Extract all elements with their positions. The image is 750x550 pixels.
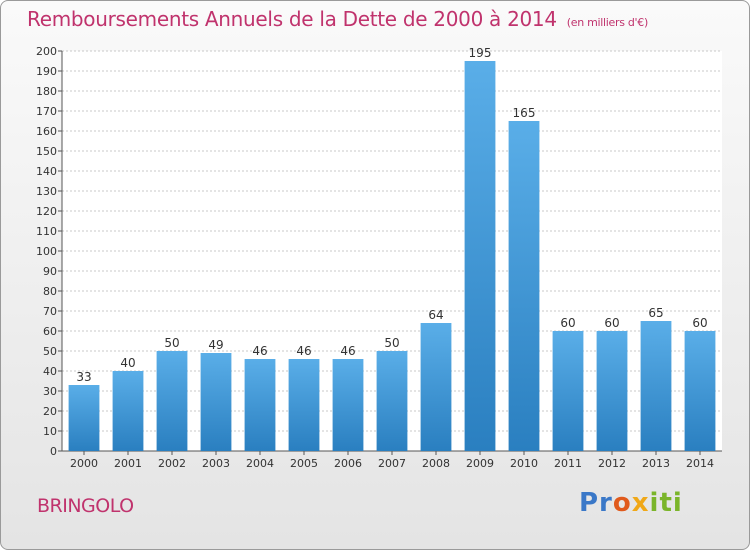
bar [464, 61, 496, 451]
y-tick-label: 180 [36, 85, 57, 98]
bar-value-label: 60 [692, 316, 707, 330]
x-tick-label: 2009 [466, 457, 494, 470]
bar-value-label: 64 [428, 308, 443, 322]
y-tick-label: 150 [36, 145, 57, 158]
x-tick-label: 2007 [378, 457, 406, 470]
commune-name: BRINGOLO [37, 495, 134, 517]
bar [68, 385, 100, 451]
proxiti-logo: Proxiti [579, 488, 683, 518]
y-tick-label: 70 [43, 305, 57, 318]
x-tick-label: 2002 [158, 457, 186, 470]
logo-part-4: iti [649, 488, 683, 518]
bar [552, 331, 584, 451]
logo-part-2: o [612, 488, 632, 518]
bar-value-label: 60 [560, 316, 575, 330]
bar [640, 321, 672, 451]
y-tick-label: 0 [50, 445, 57, 458]
y-tick-label: 90 [43, 265, 57, 278]
y-tick-label: 200 [36, 45, 57, 58]
y-tick-label: 190 [36, 65, 57, 78]
y-tick-label: 30 [43, 385, 57, 398]
chart-title: Remboursements Annuels de la Dette de 20… [27, 7, 648, 31]
x-tick-label: 2003 [202, 457, 230, 470]
bar [244, 359, 276, 451]
bar-value-label: 65 [648, 306, 663, 320]
bar-value-label: 195 [469, 46, 492, 60]
y-tick-label: 20 [43, 405, 57, 418]
bar [112, 371, 144, 451]
y-tick-label: 100 [36, 245, 57, 258]
bar-value-label: 60 [604, 316, 619, 330]
bar-value-label: 46 [340, 344, 355, 358]
unit-label: (en milliers d'€) [566, 16, 648, 29]
x-tick-label: 2014 [686, 457, 714, 470]
x-tick-label: 2010 [510, 457, 538, 470]
bar-value-label: 49 [208, 338, 223, 352]
bar [376, 351, 408, 451]
bar-value-label: 165 [513, 106, 536, 120]
y-tick-label: 130 [36, 185, 57, 198]
y-tick-label: 170 [36, 105, 57, 118]
y-tick-label: 80 [43, 285, 57, 298]
y-tick-label: 160 [36, 125, 57, 138]
bar-value-label: 50 [384, 336, 399, 350]
bar [288, 359, 320, 451]
x-tick-label: 2001 [114, 457, 142, 470]
logo-part-3: x [631, 488, 650, 518]
x-tick-label: 2006 [334, 457, 362, 470]
bar-value-label: 46 [252, 344, 267, 358]
bar-value-label: 46 [296, 344, 311, 358]
bar [200, 353, 232, 451]
x-tick-label: 2008 [422, 457, 450, 470]
bar-value-label: 33 [76, 370, 91, 384]
bar-value-label: 40 [120, 356, 135, 370]
y-tick-label: 10 [43, 425, 57, 438]
y-tick-label: 110 [36, 225, 57, 238]
title-text: Remboursements Annuels de la Dette de 20… [27, 7, 557, 31]
x-tick-label: 2005 [290, 457, 318, 470]
bar [156, 351, 188, 451]
x-tick-label: 2012 [598, 457, 626, 470]
bar [508, 121, 540, 451]
bar-value-label: 50 [164, 336, 179, 350]
bar [684, 331, 716, 451]
y-tick-label: 50 [43, 345, 57, 358]
bar [420, 323, 452, 451]
y-tick-label: 60 [43, 325, 57, 338]
x-tick-label: 2013 [642, 457, 670, 470]
x-tick-label: 2000 [70, 457, 98, 470]
logo-part-1: Pr [579, 488, 613, 518]
x-tick-label: 2011 [554, 457, 582, 470]
bar [332, 359, 364, 451]
x-tick-label: 2004 [246, 457, 274, 470]
y-tick-label: 120 [36, 205, 57, 218]
bar [596, 331, 628, 451]
y-tick-label: 140 [36, 165, 57, 178]
y-tick-label: 40 [43, 365, 57, 378]
